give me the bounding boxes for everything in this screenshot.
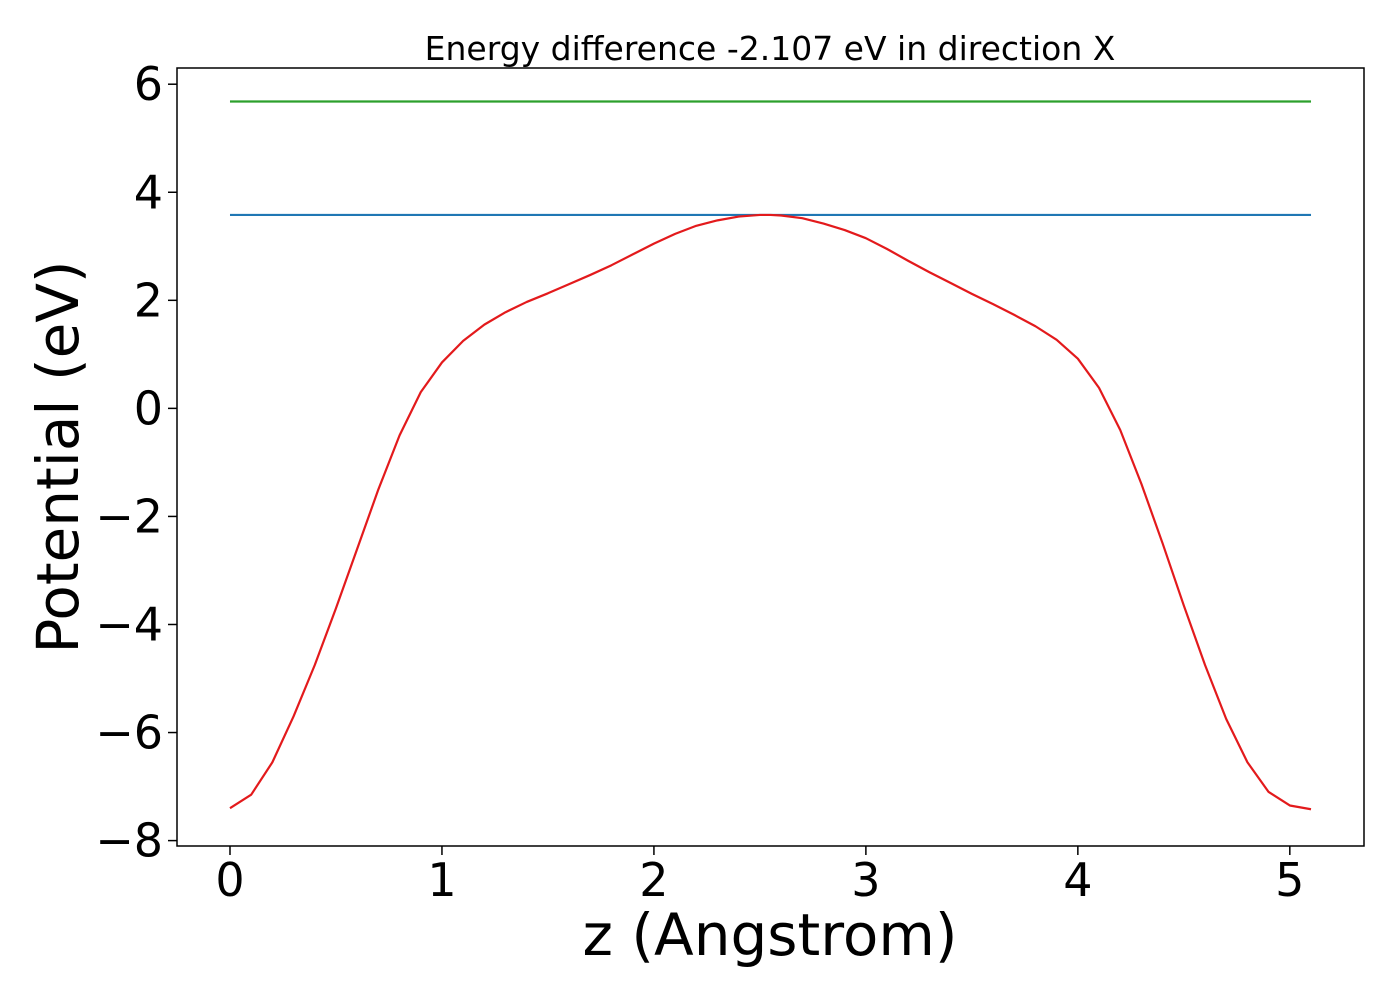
x-tick-label: 2 [639, 853, 668, 907]
y-tick-label: 2 [134, 273, 163, 327]
y-tick-label: 4 [134, 165, 163, 219]
y-tick-label: −6 [95, 706, 163, 760]
y-tick-label: −8 [95, 814, 163, 868]
y-tick-label: −4 [95, 597, 163, 651]
x-tick-label: 1 [427, 853, 456, 907]
y-tick-label: 6 [134, 57, 163, 111]
x-axis-label: z (Angstrom) [583, 901, 958, 969]
series-line-2 [229, 213, 1312, 811]
x-tick-label: 5 [1275, 853, 1304, 907]
y-axis: −8 −6 −4 −2 0 2 4 6 [95, 57, 177, 868]
chart-title: Energy difference -2.107 eV in direction… [425, 29, 1116, 68]
axes-frame [176, 67, 1365, 847]
x-tick-label: 4 [1063, 853, 1092, 907]
y-tick-label: −2 [95, 489, 163, 543]
y-axis-label: Potential (eV) [24, 260, 92, 653]
plot-area [229, 100, 1312, 811]
x-tick-label: 3 [851, 853, 880, 907]
x-axis: 0 1 2 3 4 5 [215, 846, 1304, 907]
x-tick-label: 0 [215, 853, 244, 907]
y-tick-label: 0 [134, 381, 163, 435]
